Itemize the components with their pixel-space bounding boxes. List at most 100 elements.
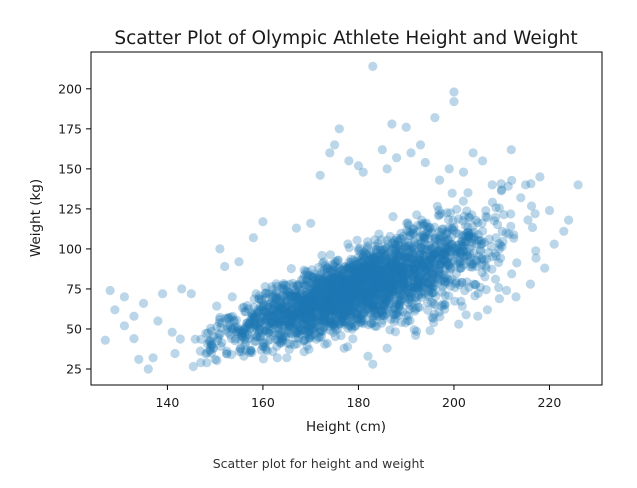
cloud-point [362, 291, 372, 301]
cloud-point [355, 243, 365, 253]
cloud-point [367, 269, 377, 279]
cloud-point [232, 326, 242, 337]
cloud-point [205, 336, 215, 346]
cloud-point [458, 230, 468, 241]
cloud-point [320, 283, 330, 293]
cloud-point [358, 252, 368, 262]
cloud-point [507, 175, 517, 185]
cloud-point [282, 290, 292, 300]
cloud-point [527, 222, 538, 233]
cloud-point [419, 250, 429, 260]
cloud-point [308, 302, 319, 312]
cloud-point [374, 273, 384, 283]
cloud-point [273, 335, 283, 345]
x-tick-label: 140 [155, 395, 179, 410]
cloud-point [266, 319, 276, 329]
cloud-point [330, 304, 340, 314]
cloud-point [335, 272, 346, 282]
cloud-point [334, 281, 345, 291]
cloud-point [450, 250, 460, 260]
cloud-point [340, 289, 350, 299]
cloud-point [271, 294, 281, 304]
cloud-point [329, 307, 339, 317]
x-tick-label: 220 [538, 395, 562, 410]
cloud-point [400, 294, 410, 304]
cloud-point [363, 298, 373, 308]
cloud-point [254, 294, 264, 304]
cloud-point [364, 271, 374, 281]
cloud-point [392, 248, 402, 258]
cloud-point [434, 210, 444, 220]
cloud-point [270, 311, 280, 321]
cloud-point [346, 290, 356, 300]
cloud-point [429, 299, 439, 309]
cloud-point [369, 286, 379, 296]
cloud-point [379, 244, 389, 255]
cloud-point [431, 253, 441, 263]
cloud-point [491, 251, 501, 261]
cloud-point [315, 326, 326, 336]
cloud-point [330, 258, 340, 268]
cloud-point [413, 275, 423, 285]
cloud-point [494, 239, 504, 249]
cloud-point [366, 309, 376, 319]
cloud-point [309, 295, 320, 305]
cloud-point [346, 286, 356, 296]
cloud-point [373, 269, 383, 279]
cloud-point [366, 286, 376, 296]
cloud-point [380, 271, 390, 281]
cloud-point [381, 267, 391, 277]
cloud-point [473, 288, 483, 298]
cloud-point [364, 277, 374, 287]
cloud-point [322, 263, 332, 273]
cloud-point [381, 292, 391, 302]
cloud-point [288, 292, 298, 302]
cloud-point [357, 293, 367, 303]
cloud-point [236, 343, 246, 353]
cloud-point [356, 265, 366, 275]
cloud-point [368, 249, 378, 259]
cloud-point [299, 270, 310, 280]
cloud-point [276, 316, 286, 326]
cloud-point [349, 265, 359, 275]
cloud-point [223, 327, 233, 337]
cloud-point [348, 334, 358, 344]
cloud-point [478, 226, 488, 236]
cloud-point [302, 305, 312, 315]
cloud-point [399, 261, 409, 271]
cloud-point [397, 272, 408, 282]
cloud-point [327, 319, 337, 329]
cloud-point [349, 302, 359, 312]
cloud-point [396, 266, 406, 276]
cloud-point [298, 318, 309, 329]
cloud-point [368, 259, 378, 270]
cloud-point [318, 318, 328, 328]
cloud-point [424, 229, 434, 239]
cloud-point [306, 314, 316, 324]
cloud-point [272, 292, 282, 303]
cloud-point [321, 278, 332, 288]
cloud-point [418, 276, 428, 286]
cloud-point [291, 289, 301, 299]
cloud-point [362, 288, 372, 298]
cloud-point [442, 274, 452, 284]
cloud-point [326, 306, 336, 316]
cloud-point [370, 259, 380, 270]
cloud-point [348, 305, 358, 315]
cloud-point [360, 267, 370, 278]
cloud-point [322, 338, 332, 348]
cloud-point [283, 309, 293, 320]
cloud-point [411, 326, 422, 336]
cloud-point [310, 287, 320, 297]
cloud-point [340, 298, 350, 308]
cloud-point [456, 296, 466, 306]
cloud-point [381, 285, 391, 295]
cloud-point [312, 277, 322, 287]
cloud-point [255, 313, 265, 323]
cloud-point [481, 285, 491, 295]
cloud-point [418, 279, 428, 289]
cloud-point [277, 304, 287, 314]
cloud-point [337, 298, 347, 308]
cloud-point [309, 285, 319, 295]
cloud-point [313, 283, 323, 293]
